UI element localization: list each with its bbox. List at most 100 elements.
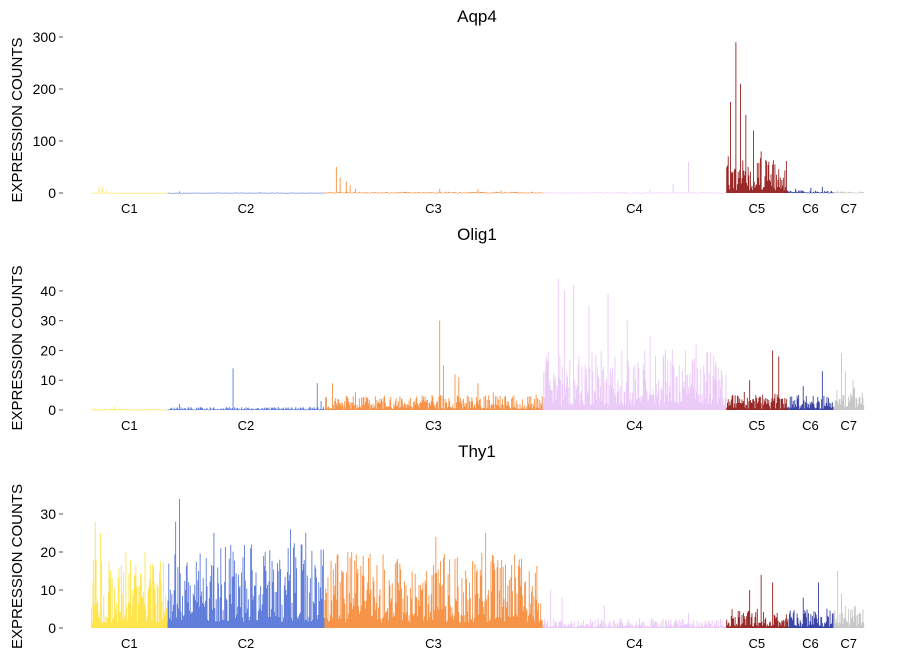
bar <box>601 400 603 410</box>
bar <box>159 192 161 194</box>
bar <box>673 623 675 628</box>
bar <box>476 401 478 410</box>
bar <box>313 192 315 194</box>
bar <box>795 406 797 410</box>
bar <box>92 192 94 194</box>
bar <box>782 621 784 628</box>
bar <box>670 619 672 628</box>
bar <box>805 612 806 628</box>
bar <box>242 192 244 194</box>
bar <box>112 409 114 410</box>
bar <box>691 359 693 410</box>
bar <box>335 398 337 410</box>
bar <box>233 576 235 628</box>
bar <box>377 619 379 628</box>
bar <box>433 192 435 194</box>
bar <box>765 617 767 628</box>
bar <box>470 618 472 628</box>
bar <box>286 408 288 410</box>
bar <box>615 624 617 628</box>
bar <box>325 192 327 194</box>
bar <box>797 617 799 628</box>
bar <box>749 171 751 193</box>
bar <box>759 396 761 410</box>
bar <box>462 192 464 194</box>
bar <box>400 192 402 194</box>
bar <box>286 408 288 410</box>
bar <box>242 557 244 628</box>
cluster-c6-bars <box>787 582 834 628</box>
bar <box>269 192 271 194</box>
bar <box>112 192 114 194</box>
bar <box>622 192 624 194</box>
bar <box>170 619 172 628</box>
bar <box>102 408 104 410</box>
bar <box>808 613 810 628</box>
bar <box>743 175 745 193</box>
bar <box>672 183 674 193</box>
bar <box>638 625 640 628</box>
bar <box>492 555 494 628</box>
bar <box>230 544 232 628</box>
bar <box>240 409 242 411</box>
bar <box>208 409 210 411</box>
bar <box>309 578 311 628</box>
bar <box>483 614 485 628</box>
bar <box>429 402 431 410</box>
bar <box>775 408 777 410</box>
bar <box>635 622 637 628</box>
bar <box>192 192 193 194</box>
bar <box>383 397 385 410</box>
bar <box>583 192 585 194</box>
bar <box>413 192 415 194</box>
bar <box>623 625 625 628</box>
bar <box>841 191 842 193</box>
bar <box>412 406 414 410</box>
bar <box>172 611 174 628</box>
bar <box>737 396 739 410</box>
bar <box>680 621 682 628</box>
bar <box>600 192 602 193</box>
bar <box>263 192 265 194</box>
bar <box>515 400 517 410</box>
bar <box>521 192 523 194</box>
cluster-label: C5 <box>749 418 766 433</box>
bar <box>554 192 556 194</box>
bar <box>487 192 489 194</box>
bar <box>594 392 596 410</box>
bar <box>464 192 466 194</box>
bar <box>248 409 250 410</box>
bar <box>171 192 173 194</box>
bar <box>619 386 621 410</box>
bar <box>174 554 176 628</box>
bar <box>713 192 715 194</box>
bar <box>727 165 728 193</box>
bar <box>202 409 204 410</box>
bar <box>190 407 192 410</box>
bar <box>270 609 272 628</box>
bar <box>237 409 239 411</box>
bar <box>671 349 673 410</box>
bar <box>456 600 457 628</box>
bar <box>378 192 380 194</box>
bar <box>782 619 784 628</box>
bar <box>347 552 349 628</box>
bar <box>312 407 314 410</box>
bar <box>171 594 173 628</box>
bar <box>590 192 591 194</box>
bar <box>790 191 792 193</box>
bar <box>255 192 257 194</box>
bar <box>403 407 405 410</box>
bar <box>584 626 586 628</box>
bar <box>717 403 718 410</box>
bar <box>163 192 165 194</box>
bar <box>779 177 781 193</box>
bar <box>100 409 102 411</box>
bar <box>682 619 684 628</box>
bar <box>466 192 468 193</box>
bar <box>708 620 710 628</box>
bar <box>592 371 594 410</box>
bar <box>847 621 849 628</box>
bar <box>610 192 612 193</box>
bar <box>427 604 429 628</box>
